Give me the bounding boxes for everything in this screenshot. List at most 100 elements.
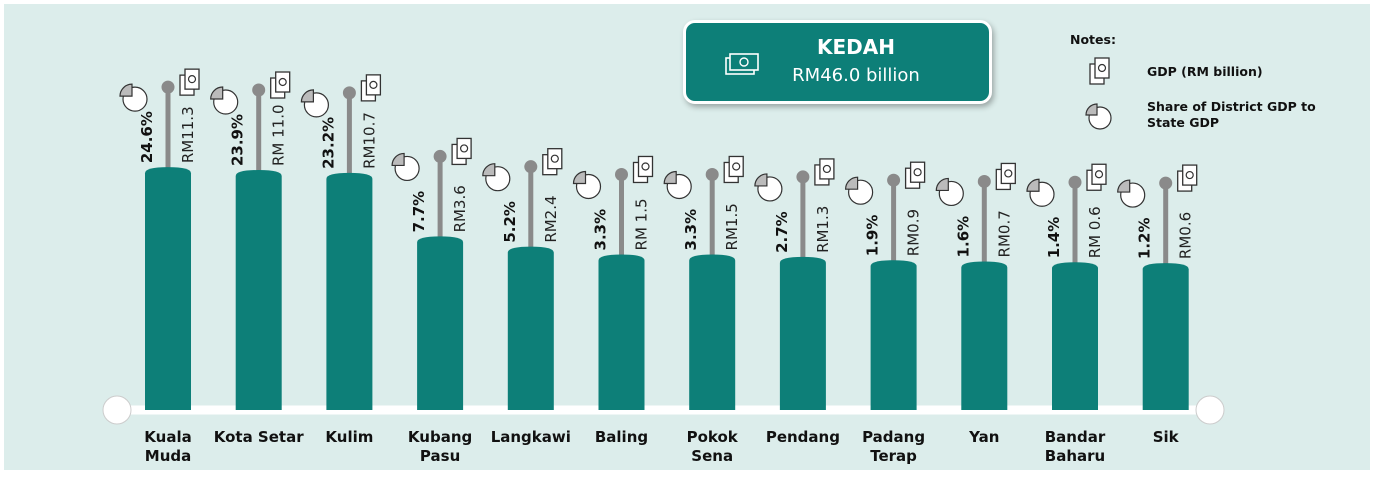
- money-icon-front: [1182, 164, 1198, 186]
- pie-icon-slice: [754, 173, 768, 187]
- pin-head: [252, 83, 266, 97]
- pin-head: [977, 174, 991, 188]
- money-icon-front: [637, 155, 654, 178]
- pie-icon-slice: [391, 152, 405, 167]
- pie-icon: [844, 176, 874, 205]
- gdp-label: RM0.9: [905, 209, 923, 256]
- money-icon: [995, 162, 1016, 191]
- gdp-label: RM11.3: [179, 106, 197, 163]
- gdp-label: RM1.3: [814, 206, 832, 253]
- gdp-label: RM0.6: [1177, 212, 1195, 259]
- pin-head: [524, 160, 538, 174]
- pie-icon: [663, 170, 692, 200]
- pie-icon-slice: [935, 177, 949, 192]
- legend-title: Notes:: [1070, 32, 1116, 47]
- gdp-label: RM 1.5: [633, 198, 651, 250]
- pie-icon-slice: [1085, 103, 1098, 116]
- pie-icon: [1026, 178, 1055, 207]
- x-tick-label: Pokok Sena: [686, 428, 738, 465]
- money-icon-coin: [1185, 170, 1194, 180]
- money-icon-coin: [822, 164, 832, 174]
- pie-icon: [482, 163, 511, 192]
- money-icon-front: [547, 148, 563, 170]
- money-icon-coin: [369, 80, 378, 89]
- bar: [417, 236, 464, 410]
- money-icon-front: [456, 137, 472, 160]
- pie-icon-slice: [210, 86, 224, 100]
- pie-icon: [572, 170, 602, 200]
- money-icon-front: [275, 71, 291, 93]
- pie-icon-slice: [482, 163, 496, 177]
- pie-icon-slice: [1117, 179, 1131, 193]
- gdp-label: RM 0.6: [1086, 206, 1104, 258]
- share-label: 3.3%: [592, 209, 610, 251]
- x-tick-label: Langkawi: [490, 428, 571, 446]
- pie-icon: [754, 173, 783, 202]
- money-icon-coin: [550, 154, 559, 163]
- pie-icon: [119, 83, 148, 112]
- share-label: 23.2%: [319, 117, 337, 169]
- money-icon-coin: [187, 75, 197, 84]
- pin-head: [433, 149, 447, 163]
- pie-icon: [1117, 179, 1146, 208]
- pie-icon: [210, 86, 239, 115]
- money-icon-coin: [732, 162, 741, 171]
- x-tick-label: Kota Setar: [213, 428, 304, 446]
- money-icon: [451, 137, 472, 166]
- bar: [326, 172, 373, 410]
- money-icon: [904, 161, 926, 189]
- gdp-label: RM3.6: [451, 185, 469, 232]
- pie-icon: [1085, 103, 1112, 130]
- share-label: 23.9%: [229, 114, 247, 166]
- money-icon-front: [909, 161, 926, 183]
- money-icon: [1086, 163, 1107, 191]
- legend-entry: Share of District GDP to State GDP: [1147, 99, 1316, 130]
- gdp-label: RM0.7: [995, 210, 1013, 257]
- pie-icon-slice: [300, 89, 314, 103]
- baseline-end: [102, 395, 132, 425]
- x-tick-label: Kuala Muda: [144, 428, 192, 465]
- money-icon: [1089, 57, 1110, 85]
- money-icon-coin: [1004, 169, 1013, 178]
- gdp-label: RM1.5: [723, 203, 741, 250]
- share-label: 3.3%: [682, 209, 700, 251]
- total-box: KEDAH RM46.0 billion: [683, 20, 992, 104]
- share-label: 1.9%: [864, 215, 882, 257]
- pie-icon: [300, 89, 329, 118]
- money-icon-front: [184, 68, 200, 90]
- bar: [961, 261, 1008, 410]
- x-tick-label: Kulim: [325, 428, 374, 446]
- money-icon-coin: [641, 162, 650, 171]
- pin-head: [161, 80, 175, 94]
- bar: [145, 167, 191, 410]
- money-icon-front: [1091, 163, 1107, 185]
- bar: [779, 256, 826, 410]
- money-icon-coin: [1094, 170, 1104, 179]
- money-icon-front: [819, 158, 835, 180]
- x-tick-label: Padang Terap: [862, 428, 926, 465]
- legend-entry: GDP (RM billion): [1147, 64, 1263, 79]
- total-value: RM46.0 billion: [792, 65, 920, 86]
- pie-icon-slice: [119, 83, 133, 97]
- money-icon: [542, 148, 563, 176]
- share-label: 7.7%: [410, 191, 428, 233]
- pin-head: [615, 167, 628, 181]
- money-icon: [360, 74, 382, 102]
- pie-icon-slice: [663, 170, 677, 185]
- bar: [1052, 262, 1098, 410]
- money-icon-coin: [913, 168, 922, 177]
- gdp-label: RM2.4: [542, 195, 560, 242]
- pin-head: [1068, 175, 1082, 189]
- pie-icon: [391, 152, 420, 182]
- money-icon: [270, 71, 291, 99]
- pin-head: [796, 170, 810, 184]
- baseline-end: [1195, 395, 1225, 425]
- x-tick-label: Sik: [1152, 428, 1179, 446]
- x-tick-label: Pendang: [765, 428, 840, 446]
- money-icon: [1177, 164, 1198, 192]
- money-icon-front: [728, 155, 744, 178]
- total-title: KEDAH: [817, 35, 895, 59]
- pin-head: [1159, 176, 1173, 190]
